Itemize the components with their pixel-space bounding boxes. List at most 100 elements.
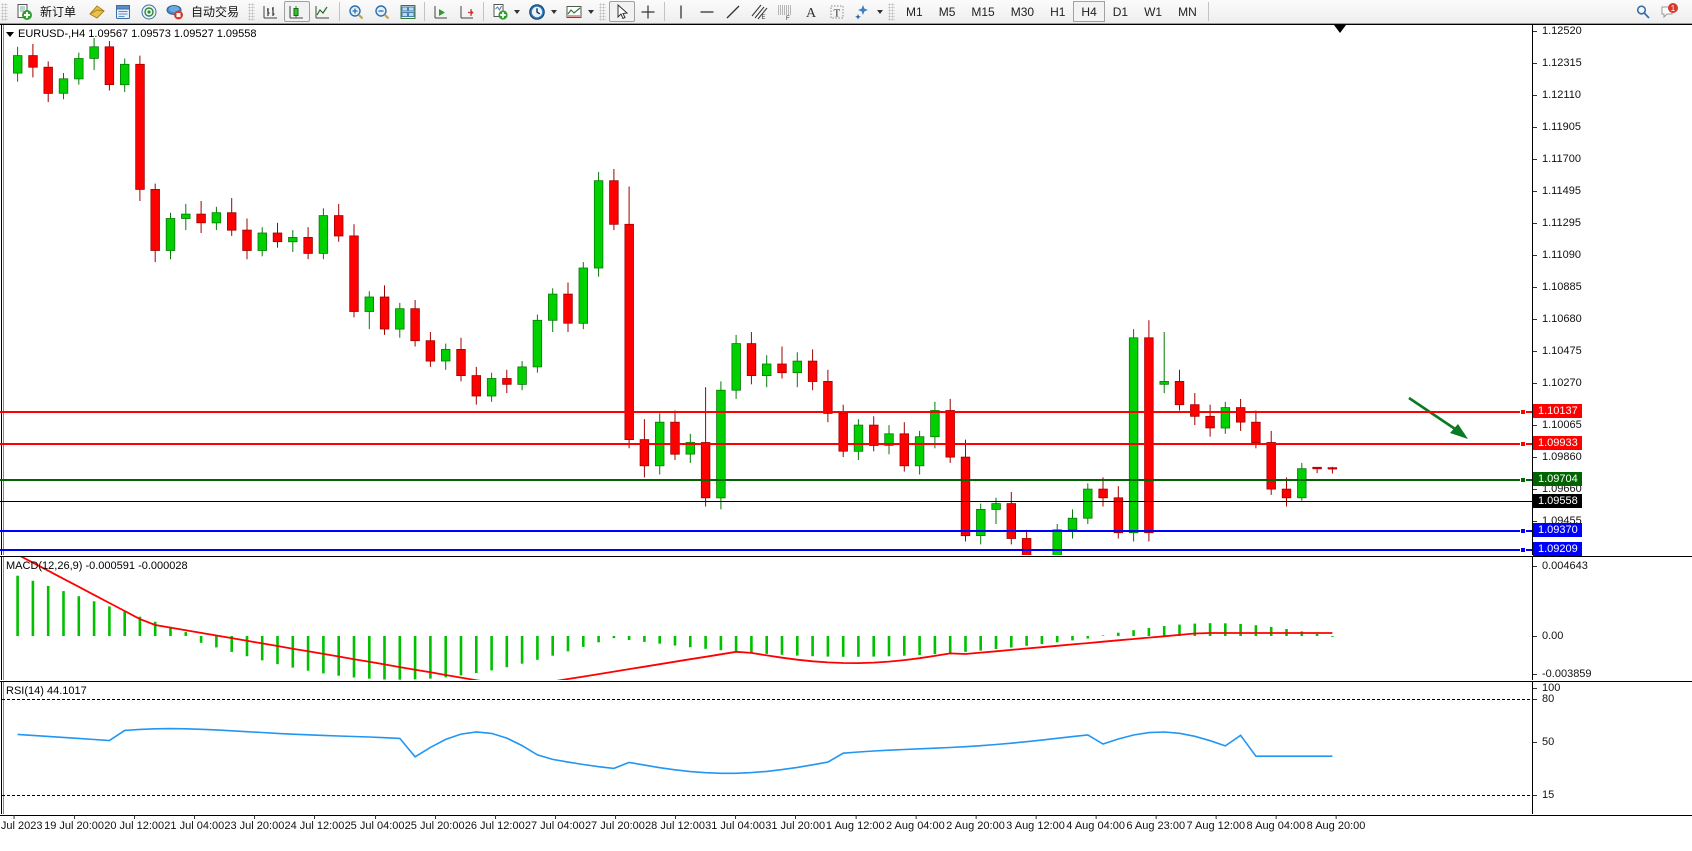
templates-dropdown-caret[interactable] — [588, 9, 595, 14]
timeframe-m5[interactable]: M5 — [938, 4, 956, 19]
support-label-1[interactable]: 1.09370 — [1533, 523, 1582, 537]
chart-type-grip[interactable] — [248, 2, 256, 21]
time-axis-tick: 27 Jul 20:00 — [584, 815, 645, 832]
timeframe-h4[interactable]: H4 — [1073, 1, 1105, 22]
zoom-in-button[interactable] — [343, 1, 369, 22]
support-line-2[interactable] — [0, 549, 1692, 551]
vertical-line-button[interactable] — [668, 1, 694, 22]
text-button[interactable]: T — [824, 1, 850, 22]
timeframe-h1[interactable]: H1 — [1050, 4, 1066, 19]
toolbar-grip[interactable] — [1, 2, 8, 21]
resistance-line-2[interactable] — [0, 443, 1692, 445]
price-tick: 1.10475 — [1533, 345, 1582, 357]
text-label-button[interactable]: A — [798, 1, 824, 22]
entry-line-anchor[interactable] — [1520, 477, 1526, 483]
entry-line[interactable] — [0, 479, 1692, 481]
price-tick: 1.11495 — [1533, 185, 1581, 197]
market-watch-icon — [399, 3, 417, 21]
bar-chart-button[interactable] — [258, 1, 284, 22]
legend-collapse-icon[interactable] — [6, 31, 14, 37]
alerts-button[interactable]: 1 — [1656, 1, 1682, 22]
entry-label[interactable]: 1.09704 — [1533, 472, 1582, 486]
chart-shift-icon — [458, 3, 476, 21]
period-icon — [528, 3, 546, 21]
rsi-panel[interactable]: RSI(14) 44.1017 100 80 50 15 — [0, 681, 1692, 814]
data-window-button[interactable] — [110, 1, 136, 22]
period-button[interactable] — [524, 1, 561, 22]
support-line-1[interactable] — [0, 530, 1692, 532]
price-tick: 1.12520 — [1533, 25, 1582, 37]
macd-panel[interactable]: MACD(12,26,9) -0.000591 -0.000028 0.0046… — [0, 556, 1692, 680]
new-order-icon — [15, 3, 33, 21]
fibonacci-button[interactable]: F — [772, 1, 798, 22]
bar-chart-icon — [262, 3, 280, 21]
navigator-button[interactable] — [136, 1, 162, 22]
time-axis-tick: 19 Jul 2023 — [0, 815, 42, 832]
market-watch-button[interactable] — [395, 1, 421, 22]
down-arrow-annotation[interactable] — [1406, 395, 1476, 445]
shapes-dropdown-caret[interactable] — [877, 9, 884, 14]
rsi-tick: 15 — [1533, 789, 1554, 801]
expert-advisor-button[interactable] — [84, 1, 110, 22]
svg-text:A: A — [806, 6, 817, 21]
crosshair-button[interactable] — [635, 1, 661, 22]
timeframe-d1[interactable]: D1 — [1112, 4, 1129, 19]
macd-plot[interactable] — [2, 557, 1530, 680]
support-line-2-anchor[interactable] — [1520, 547, 1526, 553]
price-plot[interactable] — [2, 25, 1530, 555]
search-button[interactable] — [1630, 1, 1656, 22]
time-axis-tick: 28 Jul 12:00 — [645, 815, 705, 832]
zoom-out-button[interactable] — [369, 1, 395, 22]
resistance-line-1[interactable] — [0, 411, 1692, 413]
price-y-axis[interactable]: 1.12520 1.12315 1.12110 1.11905 1.11700 … — [1532, 25, 1692, 556]
indicators-button[interactable] — [487, 1, 524, 22]
cursor-button[interactable] — [609, 1, 636, 22]
price-panel-left-axis — [1, 25, 4, 555]
main-toolbar: 新订单 — [0, 0, 1692, 24]
time-axis-tick: 21 Jul 04:00 — [164, 815, 225, 832]
chart-shift-button[interactable] — [454, 1, 480, 22]
toolbar-separator-1 — [339, 2, 341, 21]
trendline-button[interactable] — [720, 1, 746, 22]
timeframe-mn[interactable]: MN — [1178, 4, 1197, 19]
timeframe-grip[interactable] — [888, 2, 896, 21]
time-axis-tick: 25 Jul 20:00 — [404, 815, 465, 832]
line-chart-button[interactable] — [310, 1, 336, 22]
templates-button[interactable] — [561, 1, 598, 22]
indicators-dropdown-caret[interactable] — [514, 9, 521, 14]
candlestick-chart-button[interactable] — [284, 1, 311, 22]
text-label-icon: A — [802, 3, 820, 21]
toolbar-separator-4 — [664, 2, 666, 21]
chart-container[interactable]: EURUSD-,H4 1.09567 1.09573 1.09527 1.095… — [0, 24, 1692, 851]
drawing-tools-grip[interactable] — [599, 2, 607, 21]
auto-trading-button[interactable]: 自动交易 — [162, 1, 247, 22]
timeframe-m15[interactable]: M15 — [971, 4, 995, 19]
resistance-line-2-anchor[interactable] — [1520, 441, 1526, 447]
timeframe-m1[interactable]: M1 — [906, 4, 923, 19]
svg-text:E: E — [762, 15, 766, 21]
resistance-label-1[interactable]: 1.10137 — [1533, 404, 1582, 418]
macd-y-axis[interactable]: 0.004643 0.00 -0.003859 — [1532, 557, 1692, 680]
rsi-y-axis[interactable]: 100 80 50 15 — [1532, 682, 1692, 814]
support-label-2[interactable]: 1.09209 — [1533, 542, 1582, 556]
resistance-line-1-anchor[interactable] — [1520, 409, 1526, 415]
rsi-legend: RSI(14) 44.1017 — [6, 685, 87, 697]
horizontal-line-button[interactable] — [694, 1, 720, 22]
equidistant-channel-button[interactable]: E — [746, 1, 772, 22]
support-line-1-anchor[interactable] — [1520, 528, 1526, 534]
rsi-tick: 50 — [1533, 736, 1554, 748]
timeframe-m30[interactable]: M30 — [1010, 4, 1035, 19]
price-panel[interactable]: EURUSD-,H4 1.09567 1.09573 1.09527 1.095… — [0, 24, 1692, 556]
rsi-plot[interactable] — [2, 682, 1530, 814]
new-order-button[interactable]: 新订单 — [11, 1, 84, 22]
shapes-button[interactable] — [850, 1, 887, 22]
timeframe-w1[interactable]: W1 — [1144, 4, 1163, 19]
resistance-label-2[interactable]: 1.09933 — [1533, 436, 1582, 450]
auto-scroll-button[interactable] — [428, 1, 454, 22]
rsi-tick: 100 — [1533, 682, 1560, 694]
zoom-out-icon — [373, 3, 391, 21]
current-bar-marker — [1334, 25, 1346, 33]
period-dropdown-caret[interactable] — [551, 9, 558, 14]
